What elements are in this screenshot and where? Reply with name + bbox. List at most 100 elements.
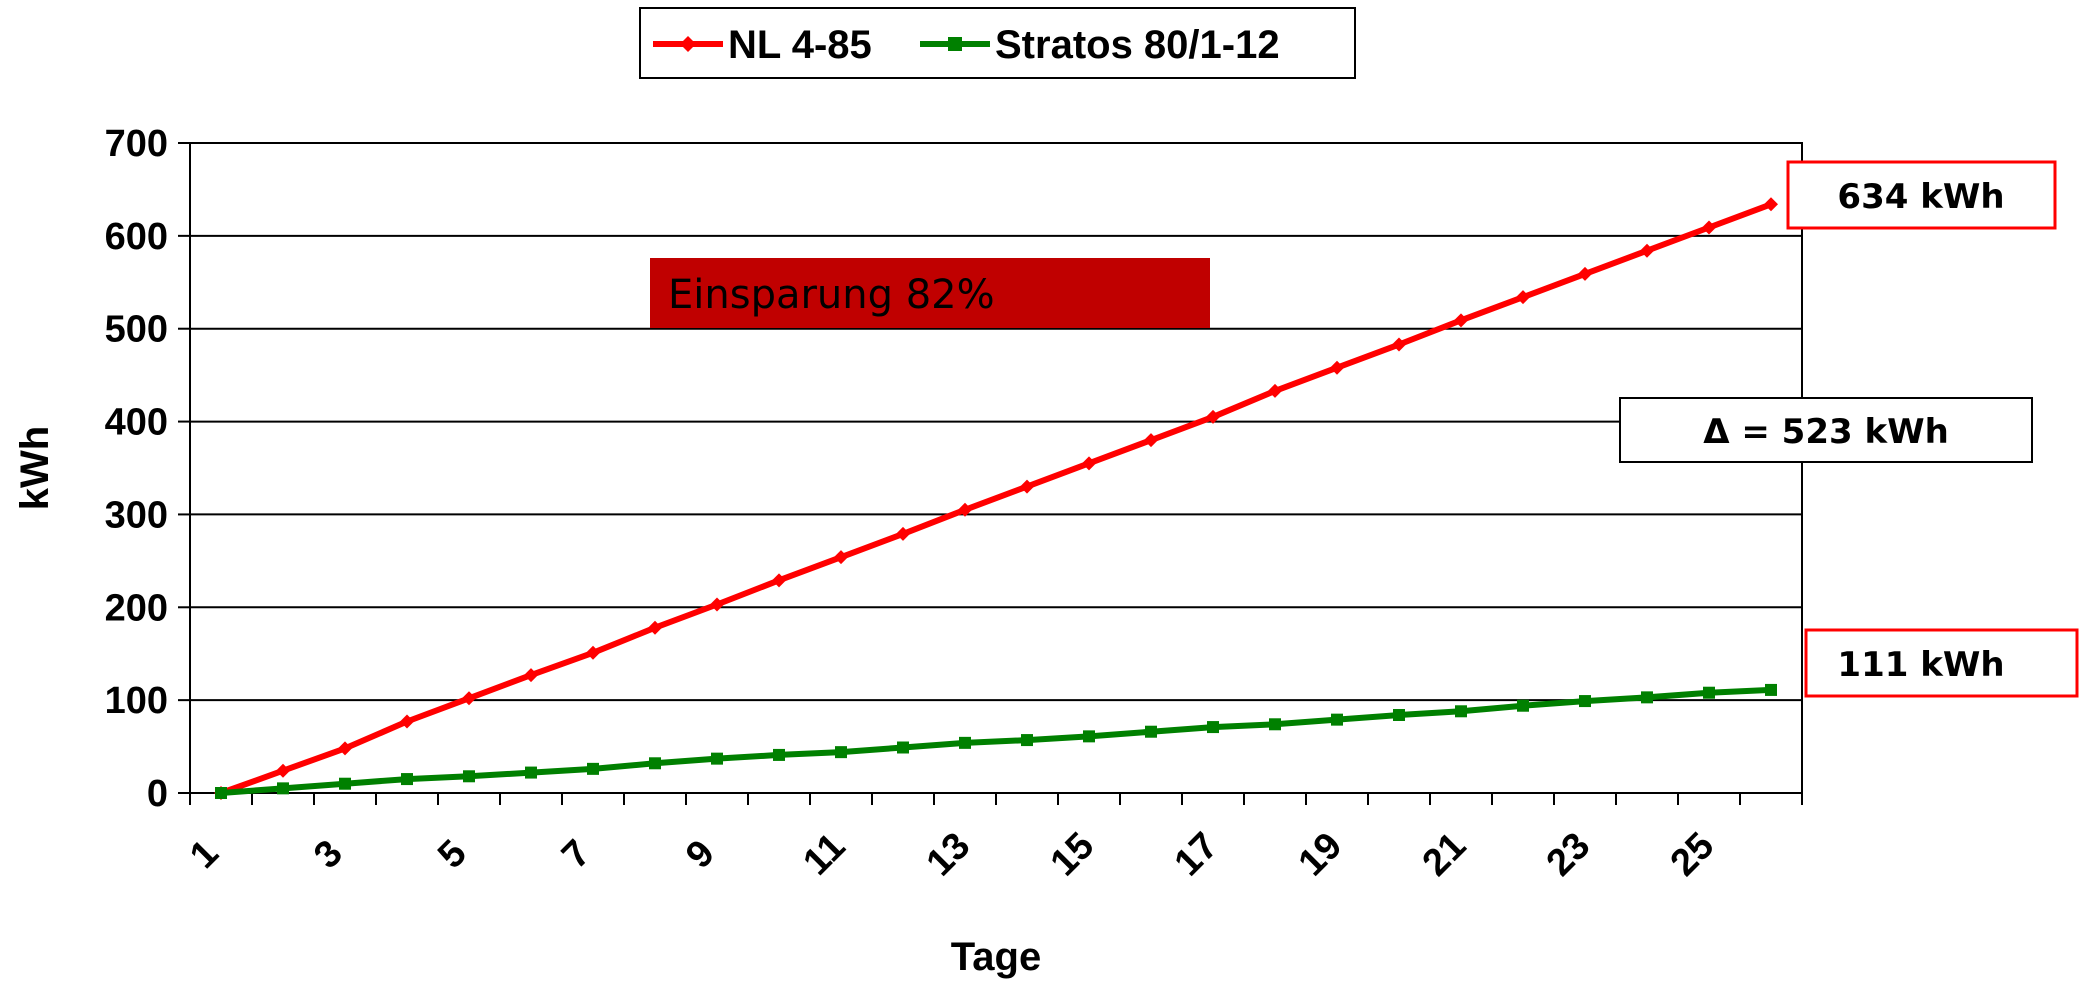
legend: NL 4-85 Stratos 80/1-12 [639, 7, 1356, 79]
series-0-point-21 [1454, 313, 1468, 328]
series-0-point-19 [1330, 360, 1344, 375]
series-1-point-22 [1517, 699, 1529, 712]
x-tick-label-25: 25 [1663, 825, 1723, 885]
plot-frame [189, 142, 1803, 794]
y-tick-label-300: 300 [105, 494, 168, 536]
series-1-point-1 [215, 787, 227, 799]
series-1-point-20 [1393, 709, 1405, 721]
series-0-point-25 [1702, 220, 1716, 235]
series-1-point-5 [463, 770, 475, 783]
x-tick-label-13: 13 [919, 825, 979, 885]
y-tick-label-500: 500 [105, 309, 168, 351]
series-0-point-23 [1578, 266, 1592, 281]
end-value-red-label: 634 kWh [1837, 177, 2004, 217]
legend-label-nl-4-85: NL 4-85 [728, 23, 872, 67]
series-1-point-13 [959, 736, 971, 749]
legend-frame [639, 7, 1356, 79]
delta-box-frame [1619, 397, 2033, 463]
y-tick-label-200: 200 [105, 587, 168, 629]
y-tick-label-700: 700 [105, 123, 168, 165]
series-layer [214, 197, 1778, 800]
series-0-point-12 [896, 526, 910, 541]
y-axis-ticks: 0 100 200 300 400 500 600 700 [105, 123, 190, 815]
x-tick-label-3: 3 [306, 832, 351, 877]
series-1-point-21 [1455, 705, 1467, 718]
end-value-green: 111 kWh [1804, 628, 2079, 698]
series-0-point-6 [524, 668, 538, 683]
y-axis-title: kWh [13, 426, 57, 510]
y-tick-label-600: 600 [105, 216, 168, 258]
x-tick-label-17: 17 [1167, 825, 1227, 885]
y-tick-label-400: 400 [105, 402, 168, 444]
legend-label-stratos: Stratos 80/1-12 [995, 23, 1280, 67]
gridlines [190, 234, 1802, 702]
series-1-point-10 [773, 748, 785, 761]
series-0-point-3 [338, 741, 352, 756]
delta-label: Δ = 523 kWh [1703, 412, 1949, 452]
series-0-point-11 [834, 550, 848, 565]
series-1-point-3 [339, 777, 351, 790]
series-0-point-16 [1144, 433, 1158, 448]
series-1-point-9 [711, 752, 723, 765]
series-1-point-11 [835, 746, 847, 759]
series-1-point-15 [1083, 730, 1095, 743]
x-axis-title: Tage [951, 935, 1041, 979]
series-1-point-8 [649, 757, 661, 770]
end-value-green-frame [1804, 628, 2079, 698]
series-0-point-14 [1020, 479, 1034, 494]
series-0-point-8 [648, 620, 662, 635]
x-tick-label-23: 23 [1539, 825, 1599, 885]
x-tick-label-21: 21 [1415, 825, 1475, 885]
series-1-point-6 [525, 766, 537, 779]
x-tick-label-19: 19 [1291, 825, 1351, 885]
series-1-point-2 [277, 782, 289, 795]
series-1-point-25 [1703, 686, 1715, 699]
x-tick-label-9: 9 [678, 832, 723, 877]
series-1-point-12 [897, 741, 909, 754]
legend-marker-stratos [948, 37, 962, 51]
series-1-point-26 [1765, 683, 1777, 696]
end-value-red-frame [1786, 160, 2057, 230]
legend-marker-nl-4-85 [680, 36, 696, 52]
series-1-point-16 [1145, 725, 1157, 738]
series-0-point-15 [1082, 456, 1096, 471]
x-tick-label-11: 11 [795, 825, 853, 883]
series-0-point-24 [1640, 243, 1654, 258]
savings-banner: Einsparung 82% [650, 258, 1210, 328]
delta-box: Δ = 523 kWh [1619, 397, 2033, 463]
x-axis-ticks: 1 3 5 7 9 11 13 15 17 19 21 23 25 [182, 793, 1803, 885]
series-line-0 [219, 201, 1773, 796]
x-tick-label-15: 15 [1043, 825, 1103, 885]
series-0-point-10 [772, 573, 786, 588]
x-tick-label-1: 1 [182, 832, 227, 877]
series-0-point-9 [710, 597, 724, 612]
series-1-point-23 [1579, 695, 1591, 708]
series-1-point-7 [587, 762, 599, 775]
series-1-point-19 [1331, 713, 1343, 726]
series-1-point-14 [1021, 734, 1033, 747]
series-1-point-24 [1641, 691, 1653, 704]
end-value-red: 634 kWh [1786, 160, 2057, 230]
savings-label: Einsparung 82% [668, 272, 995, 318]
series-0-point-5 [462, 691, 476, 706]
y-tick-label-100: 100 [105, 680, 168, 722]
series-0-point-17 [1206, 409, 1220, 424]
series-0-point-20 [1392, 337, 1406, 352]
series-1-point-4 [401, 773, 413, 786]
series-0-point-7 [586, 645, 600, 660]
savings-banner-bg [650, 258, 1210, 328]
series-1-point-17 [1207, 721, 1219, 734]
x-tick-label-7: 7 [554, 832, 599, 877]
series-line-1 [220, 686, 1772, 796]
series-0-point-22 [1516, 290, 1530, 305]
series-0-point-2 [276, 763, 290, 778]
y-tick-label-0: 0 [147, 773, 168, 815]
end-value-green-label: 111 kWh [1837, 645, 2004, 685]
series-1-point-18 [1269, 718, 1281, 731]
series-0-point-13 [958, 502, 972, 517]
x-tick-label-5: 5 [430, 832, 475, 877]
series-0-point-18 [1268, 383, 1282, 398]
series-0-point-26 [1764, 197, 1778, 212]
